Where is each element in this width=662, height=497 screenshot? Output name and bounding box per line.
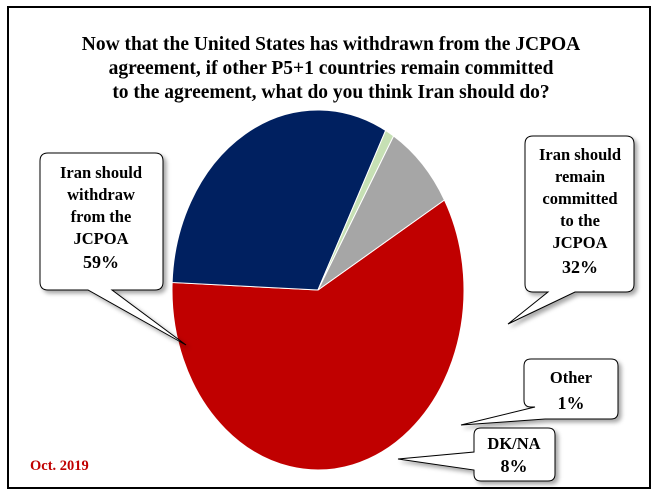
callout-bubble-withdraw — [39, 152, 187, 346]
pie-slice-remain — [171, 109, 387, 291]
callout-dkna-value: 8% — [501, 456, 528, 476]
callout-remain-line-2: remain — [555, 167, 605, 186]
callout-remain-line-1: Iran should — [539, 145, 621, 164]
callout-withdraw-line-1: Iran should — [60, 163, 142, 182]
chart-title-line-2: agreement, if other P5+1 countries remai… — [109, 58, 554, 79]
chart-title-line-3: to the agreement, what do you think Iran… — [112, 82, 549, 103]
callout-withdraw-value: 59% — [83, 252, 119, 272]
callout-remain-line-4: to the — [560, 211, 600, 230]
callout-dkna-label: DK/NA — [487, 434, 540, 453]
chart-title-line-1: Now that the United States has withdrawn… — [82, 34, 581, 55]
callout-remain-value: 32% — [562, 257, 598, 277]
pie-slices — [171, 109, 465, 471]
survey-date-footnote: Oct. 2019 — [30, 458, 89, 474]
callout-remain-line-5: JCPOA — [553, 233, 608, 252]
callout-remain-line-3: committed — [542, 189, 617, 208]
callout-withdraw-line-2: withdraw — [67, 185, 135, 204]
callout-bubble-remain — [507, 135, 635, 325]
pie-slice-dkna — [317, 135, 446, 291]
pie-slice-withdraw — [171, 199, 465, 471]
callout-withdraw-line-4: JCPOA — [74, 229, 129, 248]
callout-withdraw-line-3: from the — [71, 207, 132, 226]
callout-bubble-dkna — [397, 427, 556, 482]
callout-other-label: Other — [550, 368, 592, 387]
callout-other-value: 1% — [558, 393, 585, 413]
callout-bubble-other — [460, 358, 619, 426]
